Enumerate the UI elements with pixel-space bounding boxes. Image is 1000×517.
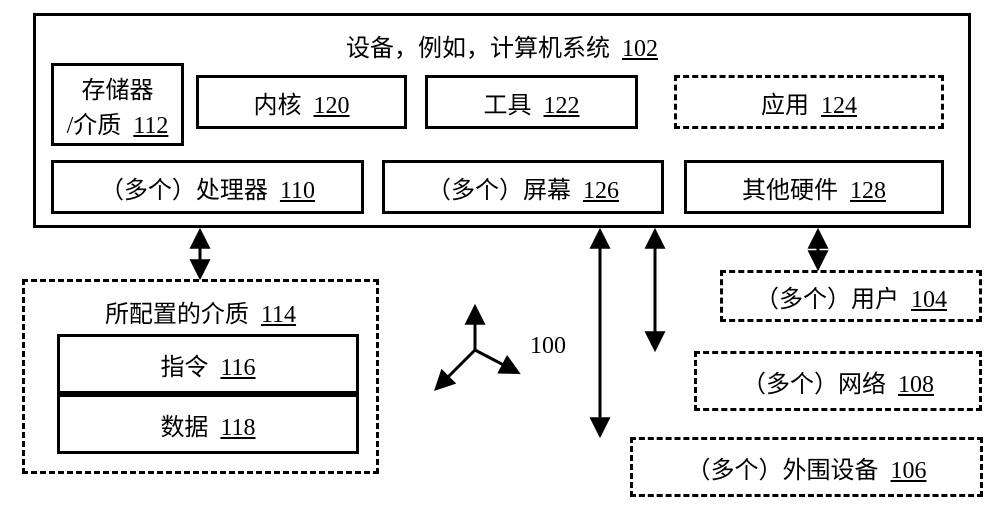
connections-layer (0, 0, 1000, 517)
